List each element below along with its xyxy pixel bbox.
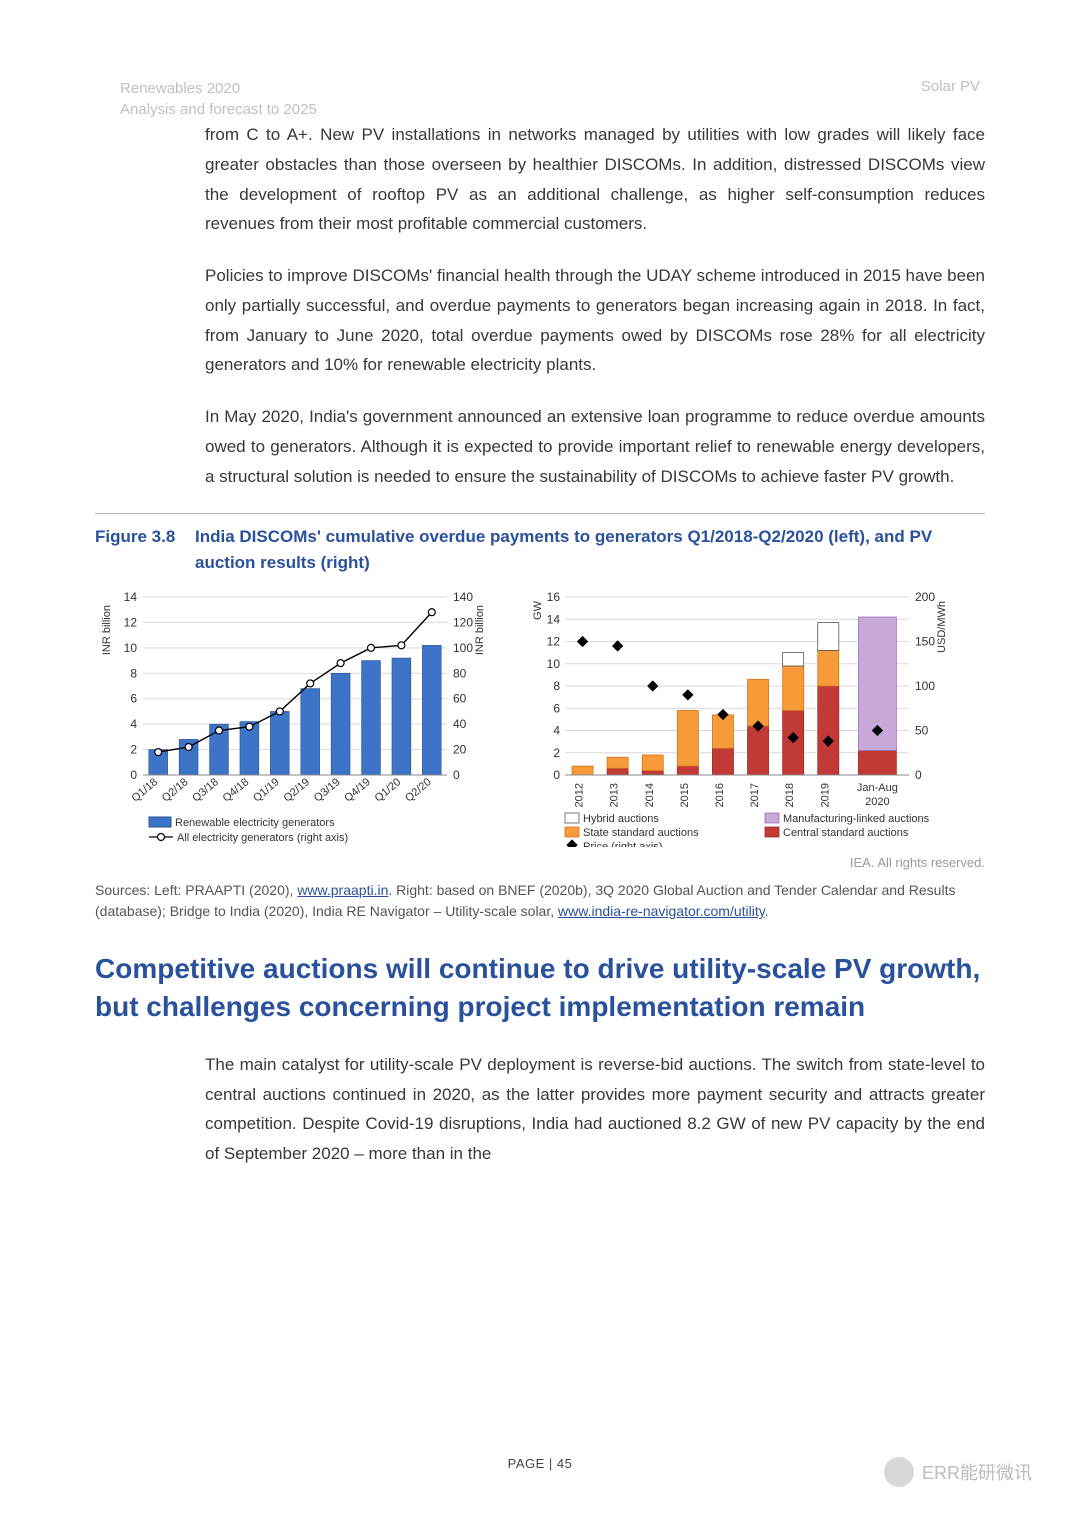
svg-text:Manufacturing-linked auctions: Manufacturing-linked auctions <box>783 813 930 825</box>
svg-text:Q1/20: Q1/20 <box>373 776 404 804</box>
svg-text:20: 20 <box>453 743 467 757</box>
svg-text:12: 12 <box>124 616 138 630</box>
svg-text:60: 60 <box>453 692 467 706</box>
svg-text:0: 0 <box>553 768 560 782</box>
svg-text:GW: GW <box>532 601 544 621</box>
svg-text:120: 120 <box>453 616 473 630</box>
svg-text:14: 14 <box>124 590 138 604</box>
svg-text:100: 100 <box>453 641 473 655</box>
svg-text:0: 0 <box>130 768 137 782</box>
svg-text:Renewable electricity generato: Renewable electricity generators <box>175 817 335 829</box>
svg-text:2: 2 <box>553 746 560 760</box>
svg-text:6: 6 <box>553 702 560 716</box>
svg-text:2013: 2013 <box>609 783 621 807</box>
svg-text:16: 16 <box>547 590 561 604</box>
watermark-text: ERR能研微讯 <box>922 1459 1032 1485</box>
svg-text:2: 2 <box>130 743 137 757</box>
svg-text:150: 150 <box>915 635 935 649</box>
svg-text:Q2/20: Q2/20 <box>403 776 434 804</box>
svg-text:100: 100 <box>915 679 935 693</box>
paragraph-3: In May 2020, India's government announce… <box>205 402 985 491</box>
svg-text:200: 200 <box>915 590 935 604</box>
svg-text:Price (right axis): Price (right axis) <box>583 841 662 847</box>
svg-text:2016: 2016 <box>714 783 726 807</box>
sources-pre: Sources: Left: PRAAPTI (2020), <box>95 882 297 898</box>
svg-text:80: 80 <box>453 667 467 681</box>
svg-text:50: 50 <box>915 724 929 738</box>
svg-text:Jan-Aug: Jan-Aug <box>857 782 898 794</box>
svg-text:2015: 2015 <box>679 783 691 807</box>
svg-text:Q4/18: Q4/18 <box>221 776 252 804</box>
paragraph-4: The main catalyst for utility-scale PV d… <box>205 1050 985 1169</box>
svg-text:2019: 2019 <box>819 783 831 807</box>
svg-text:Q3/18: Q3/18 <box>190 776 221 804</box>
svg-text:2018: 2018 <box>784 783 796 807</box>
figure-label: Figure 3.8 <box>95 524 195 550</box>
svg-text:Q4/19: Q4/19 <box>342 776 373 804</box>
svg-text:2017: 2017 <box>749 783 761 807</box>
svg-text:10: 10 <box>124 641 138 655</box>
svg-text:10: 10 <box>547 657 561 671</box>
svg-text:4: 4 <box>130 717 137 731</box>
chart-left-svg: 02468101214020406080100120140Q1/18Q2/18Q… <box>95 587 495 847</box>
svg-text:Q2/18: Q2/18 <box>160 776 191 804</box>
section-heading: Competitive auctions will continue to dr… <box>95 950 985 1026</box>
sources-link-1[interactable]: www.praapti.in <box>297 882 388 898</box>
chart-right-svg: 0 2 4 6 8 10 12 14 16 0 50 100 150 200 2012 2013 2014 201… <box>525 587 955 847</box>
svg-text:8: 8 <box>130 667 137 681</box>
sources-link-2[interactable]: www.india-re-navigator.com/utility <box>558 903 765 919</box>
iea-rights-note: IEA. All rights reserved. <box>95 855 985 870</box>
header-left: Renewables 2020 Analysis and forecast to… <box>120 78 317 120</box>
svg-text:State standard auctions: State standard auctions <box>583 827 699 839</box>
doc-title: Renewables 2020 <box>120 78 317 99</box>
chart-pv-auctions: 0 2 4 6 8 10 12 14 16 0 50 100 150 200 2012 2013 2014 201… <box>525 587 955 847</box>
header-section: Solar PV <box>921 78 980 95</box>
svg-text:USD/MWh: USD/MWh <box>936 601 948 653</box>
watermark-icon <box>884 1457 914 1487</box>
svg-text:Q1/19: Q1/19 <box>251 776 282 804</box>
svg-text:INR billion: INR billion <box>474 605 486 655</box>
svg-text:0: 0 <box>915 768 922 782</box>
paragraph-2: Policies to improve DISCOMs' financial h… <box>205 261 985 380</box>
figure-title-text: India DISCOMs' cumulative overdue paymen… <box>195 524 975 575</box>
svg-text:Q2/19: Q2/19 <box>281 776 312 804</box>
svg-text:14: 14 <box>547 613 561 627</box>
svg-text:Central standard auctions: Central standard auctions <box>783 827 909 839</box>
svg-text:2020: 2020 <box>865 796 889 808</box>
svg-text:4: 4 <box>553 724 560 738</box>
svg-text:12: 12 <box>547 635 561 649</box>
svg-text:Q3/19: Q3/19 <box>312 776 343 804</box>
chart-overdue-payments: 02468101214020406080100120140Q1/18Q2/18Q… <box>95 587 495 847</box>
svg-text:2014: 2014 <box>644 783 656 807</box>
figure-sources: Sources: Left: PRAAPTI (2020), www.praap… <box>95 880 985 922</box>
figure-rule-top <box>95 513 985 514</box>
svg-text:All electricity generators (ri: All electricity generators (right axis) <box>177 832 348 844</box>
svg-text:40: 40 <box>453 717 467 731</box>
svg-text:140: 140 <box>453 590 473 604</box>
figure-title: Figure 3.8India DISCOMs' cumulative over… <box>95 524 985 575</box>
paragraph-1: from C to A+. New PV installations in ne… <box>205 120 985 239</box>
svg-text:0: 0 <box>453 768 460 782</box>
watermark: ERR能研微讯 <box>884 1457 1032 1487</box>
svg-text:INR billion: INR billion <box>101 605 113 655</box>
svg-text:Hybrid auctions: Hybrid auctions <box>583 813 659 825</box>
svg-text:6: 6 <box>130 692 137 706</box>
sources-post: . <box>765 903 769 919</box>
svg-text:8: 8 <box>553 679 560 693</box>
svg-text:2012: 2012 <box>574 783 586 807</box>
charts-row: 02468101214020406080100120140Q1/18Q2/18Q… <box>95 587 985 847</box>
doc-subtitle: Analysis and forecast to 2025 <box>120 99 317 120</box>
